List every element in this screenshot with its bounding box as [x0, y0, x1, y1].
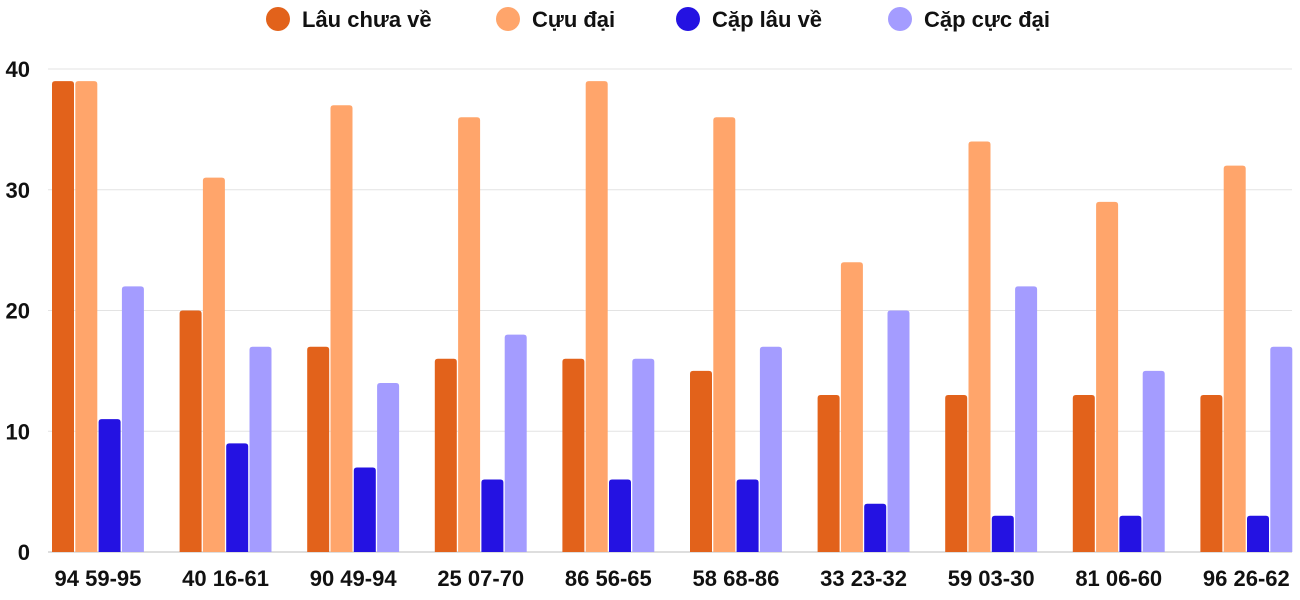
bar: [632, 358, 655, 552]
bar: [377, 382, 400, 552]
x-tick-label: 58 68-86: [693, 566, 780, 591]
bar: [840, 262, 863, 552]
x-tick-label: 25 07-70: [437, 566, 524, 591]
bar: [562, 358, 585, 552]
bar: [481, 479, 504, 552]
legend-swatch: [266, 7, 290, 31]
legend-swatch: [888, 7, 912, 31]
legend-label: Cựu đại: [532, 7, 615, 32]
legend: Lâu chưa về Cựu đại Cặp lâu về Cặp cực đại: [266, 7, 1050, 32]
bar: [202, 177, 225, 553]
legend-label: Cặp cực đại: [924, 7, 1050, 32]
bar: [98, 419, 121, 552]
x-tick-label: 40 16-61: [182, 566, 269, 591]
x-tick-label: 86 56-65: [565, 566, 652, 591]
bar: [226, 443, 249, 552]
bar: [1119, 515, 1142, 552]
bar: [1096, 201, 1119, 552]
legend-swatch: [496, 7, 520, 31]
bar: [736, 479, 759, 552]
bar: [887, 310, 910, 552]
y-tick-label: 10: [6, 419, 30, 444]
bar: [121, 286, 144, 552]
bar: [330, 105, 353, 552]
bar: [1072, 395, 1095, 552]
bar: [1200, 395, 1223, 552]
bar: [458, 117, 481, 553]
bar: [249, 346, 272, 552]
x-tick-label: 90 49-94: [310, 566, 398, 591]
bar: [585, 81, 608, 552]
x-tick-label: 81 06-60: [1075, 566, 1162, 591]
bars: [52, 81, 1293, 553]
x-tick-label: 94 59-95: [55, 566, 142, 591]
bar: [817, 395, 840, 552]
bar: [179, 310, 202, 552]
legend-swatch: [676, 7, 700, 31]
bar: [434, 358, 457, 552]
x-tick-label: 96 26-62: [1203, 566, 1290, 591]
x-axis: 94 59-95 40 16-61 90 49-94 25 07-70 86 56-65…: [55, 566, 1290, 591]
x-tick-label: 33 23-32: [820, 566, 907, 591]
y-axis: 0 10 20 30 40: [6, 57, 30, 565]
bar: [52, 81, 74, 552]
bar: [864, 503, 887, 552]
bar: [609, 479, 631, 552]
bar: [991, 515, 1014, 552]
bar: [1270, 346, 1293, 552]
bar: [1015, 286, 1038, 552]
y-tick-label: 30: [6, 178, 30, 203]
y-tick-label: 0: [18, 540, 30, 565]
bar: [1223, 165, 1246, 552]
bar: [1247, 515, 1269, 552]
y-tick-label: 40: [6, 57, 30, 82]
bar: [1142, 370, 1165, 552]
x-tick-label: 59 03-30: [948, 566, 1035, 591]
bar: [690, 370, 712, 552]
bar: [353, 467, 376, 552]
bar: [75, 81, 98, 552]
y-tick-label: 20: [6, 299, 30, 324]
bar: [504, 334, 527, 552]
legend-label: Cặp lâu về: [712, 7, 822, 32]
bar: [307, 346, 330, 552]
legend-label: Lâu chưa về: [302, 7, 432, 32]
bar: [713, 117, 736, 553]
bar: [945, 395, 968, 552]
bar: [968, 141, 991, 552]
bar: [759, 346, 782, 552]
